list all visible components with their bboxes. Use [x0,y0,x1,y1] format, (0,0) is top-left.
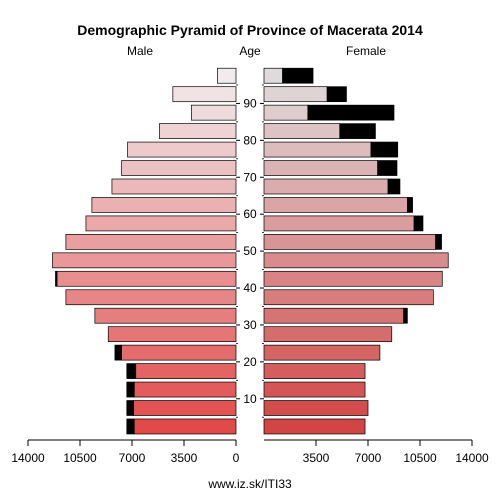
female-bar [263,67,283,84]
male-bar [65,234,237,250]
female-bar [263,197,408,213]
male-surplus-bar [126,381,135,398]
footer-url: www.iz.sk/ITI33 [207,477,292,491]
male-bar [85,215,237,232]
age-tick-label: 90 [243,96,257,110]
female-bar [263,363,366,379]
x-tick-label: 7000 [355,451,382,465]
age-tick-label: 60 [243,207,257,221]
male-bar [172,86,237,103]
male-bar [127,141,237,158]
female-bar [263,141,372,158]
female-bar [263,86,328,103]
male-surplus-bar [114,344,122,361]
age-tick-label: 30 [243,318,257,332]
male-bar [121,344,237,361]
male-bar [56,270,237,287]
age-tick-label: 40 [243,281,257,295]
male-bar [135,363,237,379]
female-bar [263,160,379,176]
male-bar [65,289,237,306]
female-surplus-bar [282,67,314,84]
female-bar [263,123,341,139]
female-bar [263,344,381,361]
male-bar [159,123,237,139]
x-tick-label: 14000 [455,451,489,465]
male-bar [121,160,237,176]
male-surplus-bar [55,270,58,287]
age-header: Age [239,44,261,58]
x-axis: 14000 10500 7000 3500 0 3500 7000 10500 14000 [11,439,489,465]
age-tick-label: 20 [243,355,257,369]
female-bar [263,104,309,121]
female-surplus-bar [387,178,401,195]
female-surplus-bar [339,123,376,139]
male-bar [111,178,237,195]
female-surplus-bar [407,197,413,213]
x-tick-label: 10500 [63,451,97,465]
age-tick-label: 70 [243,170,257,184]
bars-group [52,67,449,435]
male-bar [107,326,237,343]
x-tick-label: 7000 [119,451,146,465]
male-bar [94,307,237,324]
x-tick-label: 3500 [303,451,330,465]
female-surplus-bar [307,104,395,121]
male-surplus-bar [126,363,137,379]
female-bar [263,289,434,306]
female-surplus-bar [370,141,399,158]
age-axis: 10 20 30 40 50 60 70 80 90 [236,84,264,418]
female-bar [263,381,366,398]
female-bar [263,252,449,269]
female-surplus-bar [435,234,442,250]
male-bar [52,252,237,269]
x-tick-label: 10500 [403,451,437,465]
x-tick-label: 14000 [11,451,45,465]
female-surplus-bar [326,86,347,103]
male-bar [133,418,237,435]
male-bar [133,381,237,398]
female-bar [263,178,389,195]
male-header: Male [127,44,153,58]
female-header: Female [346,44,386,58]
x-tick-label: 3500 [171,451,198,465]
x-tick-label: 0 [233,451,240,465]
age-tick-label: 10 [243,392,257,406]
female-surplus-bar [413,215,424,232]
male-bar [191,104,237,121]
female-surplus-bar [377,160,398,176]
male-bar [91,197,237,213]
female-surplus-bar [403,307,408,324]
female-bar [263,326,393,343]
female-bar [263,307,405,324]
female-bar [263,400,369,416]
age-tick-label: 80 [243,133,257,147]
female-bar [263,215,415,232]
female-bar [263,418,366,435]
male-bar [217,67,237,84]
female-bar [263,234,436,250]
male-bar [133,400,237,416]
female-bar [263,270,443,287]
male-surplus-bar [126,400,134,416]
chart-title: Demographic Pyramid of Province of Macer… [77,22,423,38]
age-tick-label: 50 [243,244,257,258]
male-surplus-bar [126,418,135,435]
